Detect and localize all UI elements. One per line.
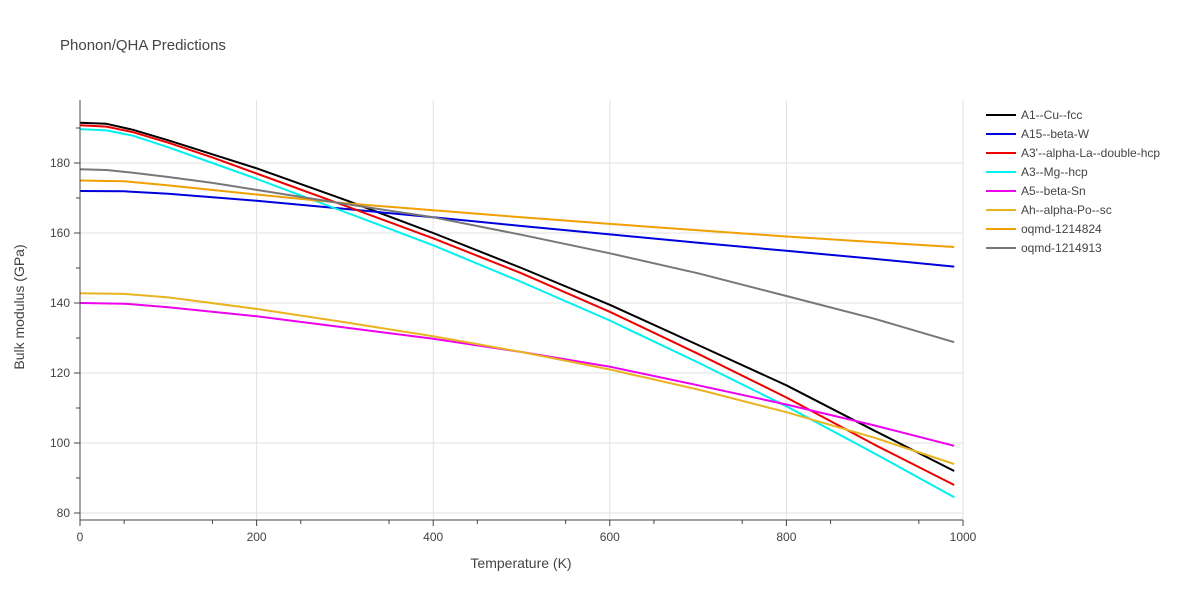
legend-label: A5--beta-Sn: [1021, 184, 1086, 198]
series-line-A3'--alpha-La--double-hcp: [79, 124, 955, 486]
legend-item[interactable]: A3--Mg--hcp: [986, 165, 1088, 179]
x-tick-label: 600: [600, 530, 620, 544]
x-tick-label: 400: [423, 530, 443, 544]
legend-item[interactable]: A1--Cu--fcc: [986, 108, 1082, 122]
axes: 0 200 400 600 800 1000 80 100 120 140 160 180: [50, 100, 977, 544]
legend-label: oqmd-1214913: [1021, 241, 1102, 255]
x-tick-label: 1000: [950, 530, 977, 544]
legend-item[interactable]: oqmd-1214913: [986, 241, 1102, 255]
legend-item[interactable]: oqmd-1214824: [986, 222, 1102, 236]
x-axis-label: Temperature (K): [470, 555, 571, 571]
x-tick-label: 800: [776, 530, 796, 544]
plot-area: [79, 121, 955, 499]
x-tick-label: 200: [247, 530, 267, 544]
series-line-oqmd-1214913: [79, 168, 955, 344]
legend: A1--Cu--fcc A15--beta-W A3'--alpha-La--dou…: [986, 108, 1160, 255]
legend-item[interactable]: A15--beta-W: [986, 127, 1090, 141]
legend-label: oqmd-1214824: [1021, 222, 1102, 236]
legend-item[interactable]: A5--beta-Sn: [986, 184, 1086, 198]
y-tick-label: 180: [50, 156, 70, 170]
legend-label: A3--Mg--hcp: [1021, 165, 1088, 179]
y-tick-label: 140: [50, 296, 70, 310]
legend-label: A3'--alpha-La--double-hcp: [1021, 146, 1160, 160]
series-line-A3--Mg--hcp: [79, 128, 955, 499]
y-tick-label: 80: [57, 506, 71, 520]
series-line-Ah--alpha-Po--sc: [79, 292, 955, 465]
legend-item[interactable]: Ah--alpha-Po--sc: [986, 203, 1112, 217]
y-axis-label: Bulk modulus (GPa): [11, 244, 27, 369]
legend-label: A15--beta-W: [1021, 127, 1090, 141]
y-tick-label: 100: [50, 436, 70, 450]
chart-title: Phonon/QHA Predictions: [60, 37, 226, 54]
legend-label: A1--Cu--fcc: [1021, 108, 1082, 122]
series-line-oqmd-1214824: [79, 179, 955, 248]
y-tick-label: 160: [50, 226, 70, 240]
series-line-A5--beta-Sn: [79, 302, 955, 447]
series-line-A1--Cu--fcc: [79, 121, 955, 472]
legend-label: Ah--alpha-Po--sc: [1021, 203, 1112, 217]
legend-item[interactable]: A3'--alpha-La--double-hcp: [986, 146, 1160, 160]
series-line-A15--beta-W: [79, 190, 955, 268]
y-tick-label: 120: [50, 366, 70, 380]
x-tick-label: 0: [77, 530, 84, 544]
